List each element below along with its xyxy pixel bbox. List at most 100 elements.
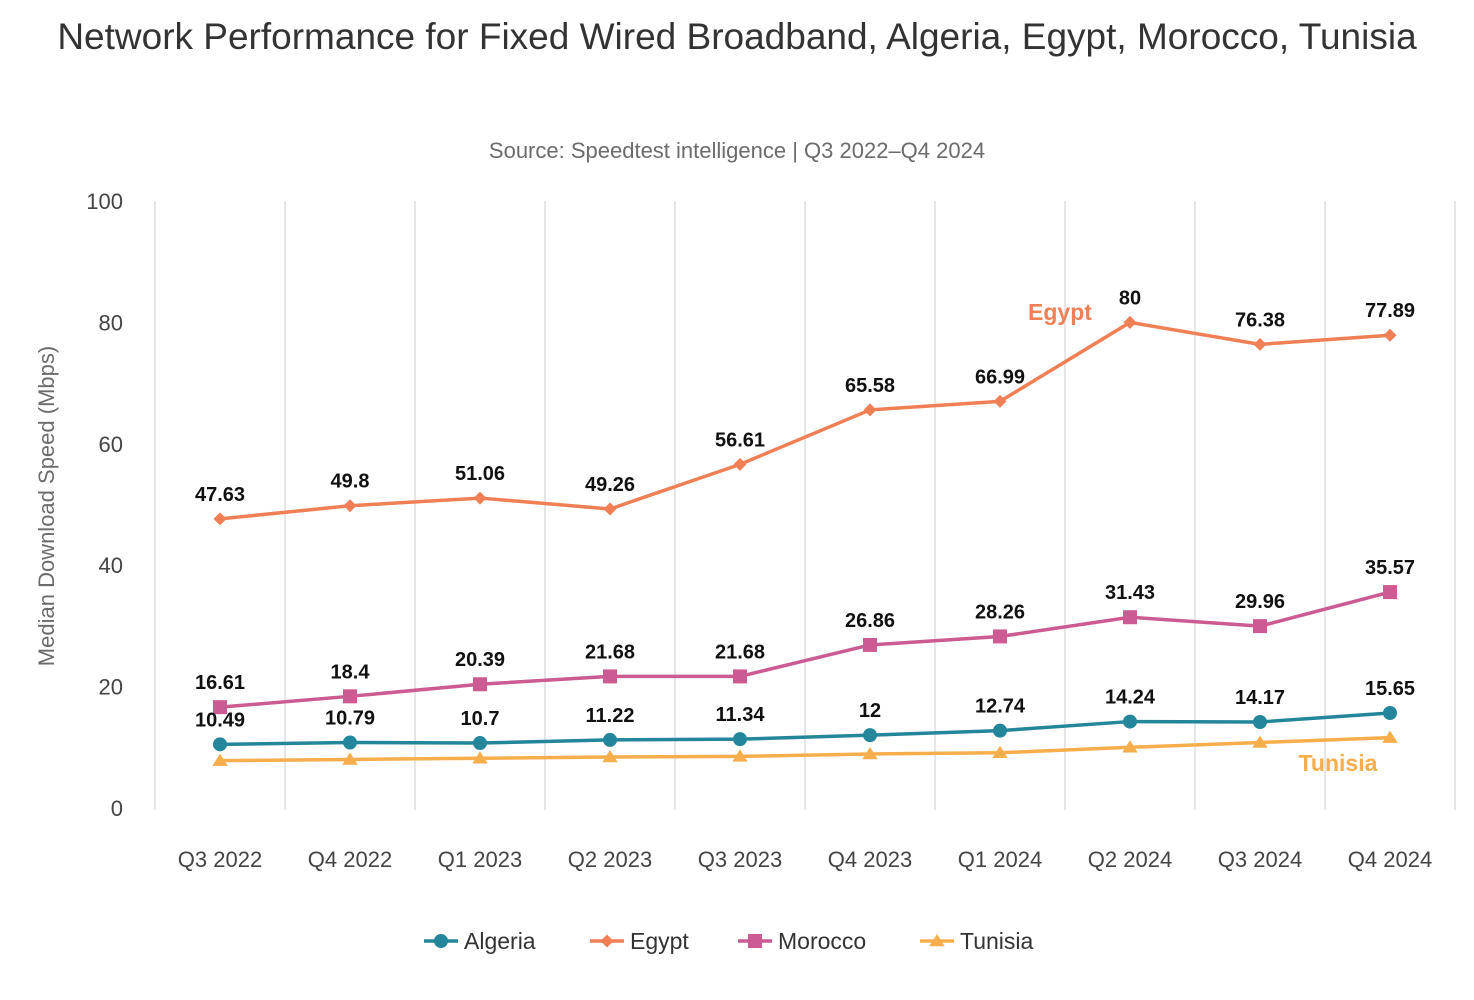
- legend-item-tunisia: Tunisia: [920, 928, 1033, 954]
- x-tick-label: Q4 2023: [828, 847, 912, 872]
- x-tick-label: Q3 2023: [698, 847, 782, 872]
- series-lines: [212, 315, 1398, 766]
- data-point: [213, 512, 227, 526]
- legend-marker: [748, 934, 762, 948]
- data-label: 76.38: [1235, 309, 1285, 331]
- series-egypt: [213, 315, 1397, 526]
- data-point: [342, 752, 358, 765]
- series-algeria: [213, 706, 1397, 752]
- data-label: 28.26: [975, 601, 1025, 623]
- data-label: 15.65: [1365, 678, 1415, 700]
- x-tick-label: Q2 2023: [568, 847, 652, 872]
- legend-marker: [600, 934, 614, 948]
- data-label: 16.61: [195, 672, 245, 694]
- legend-label: Tunisia: [960, 928, 1033, 954]
- data-point: [993, 723, 1007, 738]
- data-label: 65.58: [845, 375, 895, 397]
- data-point: [473, 736, 487, 751]
- data-point: [473, 491, 487, 505]
- series-line: [219, 711, 1391, 747]
- data-point: [473, 677, 487, 692]
- data-label: 51.06: [455, 463, 505, 485]
- data-label: 12: [859, 700, 881, 722]
- data-label: 11.22: [586, 705, 635, 727]
- data-point: [1382, 730, 1398, 743]
- data-label: 49.26: [585, 474, 635, 496]
- series-line: [219, 590, 1391, 709]
- data-label: 14.17: [1235, 687, 1285, 709]
- data-point: [733, 732, 747, 747]
- data-label: 21.68: [715, 641, 765, 663]
- x-tick-label: Q3 2024: [1218, 847, 1302, 872]
- series-inline-label: Egypt: [1028, 299, 1092, 325]
- x-tick-label: Q1 2023: [438, 847, 522, 872]
- y-tick-label: 60: [99, 432, 123, 457]
- data-label: 20.39: [455, 649, 505, 671]
- data-point: [1253, 619, 1267, 634]
- data-label: 21.68: [585, 641, 635, 663]
- data-point: [992, 745, 1008, 759]
- data-label: 35.57: [1365, 557, 1415, 579]
- data-label: 10.79: [325, 708, 375, 730]
- data-label: 10.49: [195, 709, 245, 731]
- y-tick-label: 100: [86, 189, 123, 214]
- y-tick-label: 20: [99, 675, 123, 700]
- x-tick-label: Q3 2022: [178, 847, 262, 872]
- data-label: 56.61: [715, 429, 765, 451]
- series-inline-label: Tunisia: [1299, 750, 1378, 776]
- data-point: [993, 394, 1007, 408]
- legend-marker: [434, 934, 448, 948]
- legend-label: Morocco: [778, 928, 866, 954]
- x-tick-label: Q4 2022: [308, 847, 392, 872]
- data-label: 66.99: [975, 366, 1025, 388]
- data-label: 47.63: [195, 484, 245, 506]
- data-point: [863, 637, 877, 652]
- y-tick-label: 80: [99, 310, 123, 335]
- data-point: [733, 457, 747, 471]
- data-label: 14.24: [1105, 687, 1156, 709]
- x-tick-label: Q4 2024: [1348, 847, 1432, 872]
- data-point: [1253, 714, 1267, 729]
- chart-title: Network Performance for Fixed Wired Broa…: [57, 16, 1417, 57]
- y-axis-ticks: 0 20 40 60 80 100: [86, 189, 123, 821]
- data-point: [472, 751, 488, 764]
- data-point: [863, 403, 877, 417]
- data-point: [733, 669, 747, 684]
- data-point: [1123, 315, 1137, 329]
- data-point: [602, 750, 618, 763]
- data-label: 26.86: [845, 610, 895, 632]
- legend-item-morocco: Morocco: [738, 928, 866, 954]
- x-tick-label: Q2 2024: [1088, 847, 1172, 872]
- series-line: [219, 735, 1391, 763]
- legend-label: Egypt: [630, 928, 689, 954]
- legend-item-egypt: Egypt: [590, 928, 689, 954]
- data-point: [1122, 740, 1138, 753]
- data-point: [343, 689, 357, 704]
- data-label: 49.8: [331, 471, 370, 493]
- data-point: [1383, 706, 1397, 721]
- data-point: [1252, 735, 1268, 748]
- data-point: [1383, 328, 1397, 342]
- data-label: 29.96: [1235, 591, 1285, 613]
- data-point: [1253, 337, 1267, 351]
- data-point: [863, 728, 877, 743]
- legend-item-algeria: Algeria: [424, 928, 536, 954]
- y-tick-label: 40: [99, 553, 123, 578]
- data-label: 12.74: [975, 696, 1026, 718]
- data-label: 80: [1119, 287, 1141, 309]
- series-morocco: [213, 585, 1397, 715]
- data-point: [603, 502, 617, 516]
- legend-marker: [929, 934, 945, 947]
- data-point: [1383, 585, 1397, 600]
- data-point: [862, 746, 878, 760]
- data-point: [1123, 714, 1137, 729]
- chart-subtitle: Source: Speedtest intelligence | Q3 2022…: [488, 138, 986, 163]
- data-label: 11.34: [716, 704, 766, 726]
- data-point: [732, 749, 748, 762]
- legend-label: Algeria: [464, 928, 536, 954]
- x-axis-ticks: Q3 2022 Q4 2022 Q1 2023 Q2 2023 Q3 2023 Q4 20…: [178, 847, 1432, 872]
- legend: Algeria Egypt Morocco Tunisia: [424, 928, 1033, 954]
- grid-lines: [154, 201, 1456, 810]
- data-label: 31.43: [1105, 582, 1155, 604]
